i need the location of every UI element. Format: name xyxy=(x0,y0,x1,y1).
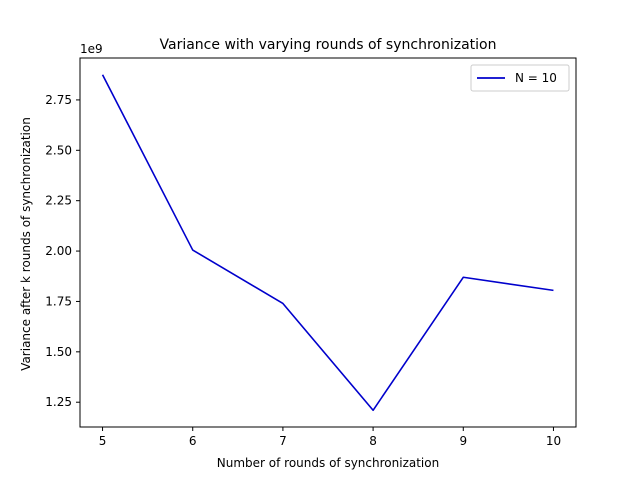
x-tick-label: 6 xyxy=(189,434,197,448)
x-axis: 5 6 7 8 9 10 xyxy=(99,427,561,448)
y-tick-label: 1.75 xyxy=(45,294,72,308)
legend-label: N = 10 xyxy=(515,71,557,85)
legend-box xyxy=(470,64,570,92)
y-tick-label: 2.25 xyxy=(45,194,72,208)
x-tick-label: 7 xyxy=(279,434,287,448)
series-layer xyxy=(101,74,554,412)
y-tick-label: 1.50 xyxy=(45,345,72,359)
y-axis: 1.25 1.50 1.75 2.00 2.25 2.50 2.75 xyxy=(45,93,80,409)
plot-area xyxy=(79,57,577,428)
x-tick-label: 5 xyxy=(99,434,107,448)
y-axis-label: Variance after k rounds of synchronizati… xyxy=(19,117,33,371)
y-tick-label: 2.00 xyxy=(45,244,72,258)
x-tick-label: 10 xyxy=(546,434,561,448)
y-tick-label: 1.25 xyxy=(45,395,72,409)
y-tick-label: 2.50 xyxy=(45,143,72,157)
y-offset-label: 1e9 xyxy=(80,42,103,56)
y-tick-label: 2.75 xyxy=(45,93,72,107)
x-tick-label: 9 xyxy=(459,434,467,448)
legend: N = 10 xyxy=(470,64,570,92)
plot-frame xyxy=(79,57,577,428)
chart-title: Variance with varying rounds of synchron… xyxy=(160,37,497,53)
x-tick-label: 8 xyxy=(369,434,377,448)
series-line xyxy=(101,74,554,412)
x-axis-label: Number of rounds of synchronization xyxy=(217,456,439,470)
